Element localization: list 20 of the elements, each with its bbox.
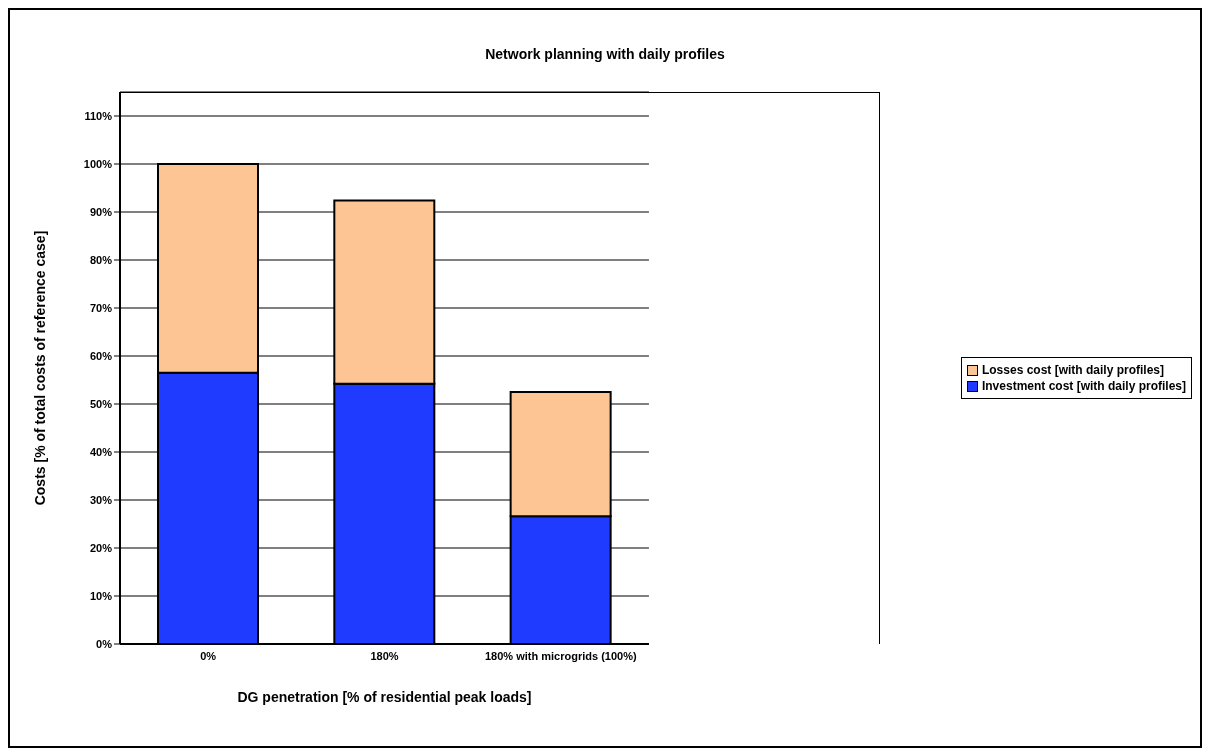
x-axis-title: DG penetration [% of residential peak loads] bbox=[237, 689, 532, 705]
y-tick-label: 10% bbox=[89, 589, 113, 602]
y-tick-label: 80% bbox=[89, 253, 113, 266]
y-tick-label: 90% bbox=[89, 205, 113, 218]
y-tick-label: 20% bbox=[89, 541, 113, 554]
y-axis-title: Costs [% of total costs of reference case] bbox=[31, 230, 48, 506]
y-tick-label: 60% bbox=[89, 349, 113, 362]
x-tick-label: 0% bbox=[200, 649, 217, 662]
x-tick-label: 180% with microgrids (100%) bbox=[484, 649, 637, 662]
y-tick-label: 100% bbox=[83, 157, 113, 170]
x-tick-label: 180% bbox=[370, 649, 399, 662]
chart-title: Network planning with daily profiles bbox=[484, 46, 726, 62]
y-tick-label: 30% bbox=[89, 493, 113, 506]
y-tick-label: 70% bbox=[89, 301, 113, 314]
legend-label: Investment cost [with daily profiles] bbox=[981, 379, 1186, 393]
y-tick-label: 40% bbox=[89, 445, 113, 458]
y-tick-label: 110% bbox=[84, 109, 113, 122]
y-tick-label: 50% bbox=[89, 397, 113, 410]
y-tick-label: 0% bbox=[96, 637, 113, 650]
legend-label: Losses cost [with daily profiles] bbox=[981, 363, 1164, 377]
